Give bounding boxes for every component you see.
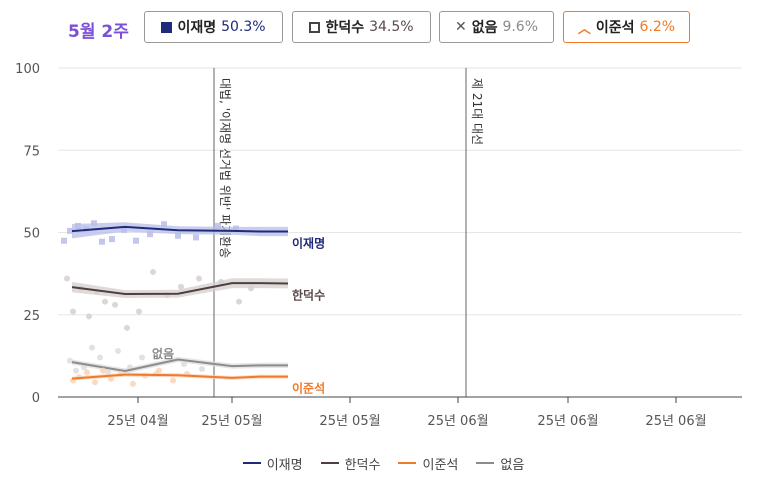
y-tick-label: 100 [15,62,40,77]
poll-point [64,275,70,282]
x-tick-label: 25년 06월 [645,414,706,429]
poll-point [100,367,106,374]
poll-point [109,236,115,243]
chevron-up-icon: ︿ [577,21,591,37]
poll-point [199,366,205,373]
candidate-name: 없음 [471,20,498,36]
poll-point [181,361,187,368]
poll-point [70,308,76,315]
candidate-name: 한덕수 [325,20,365,36]
poll-point [196,275,202,282]
legend-swatch [242,462,261,464]
trend-line [71,282,289,296]
filled-square-icon [161,21,173,33]
y-tick-label: 50 [23,227,40,242]
poll-point [61,237,67,244]
legend-label: 이재명 [266,457,303,473]
poll-point [147,231,153,238]
poll-point [178,283,184,290]
poll-point [67,357,73,364]
candidate-box-lee-jaemyung[interactable]: 이재명 50.3% [144,11,283,43]
x-tick-label: 25년 04월 [107,414,168,429]
candidate-name: 이재명 [177,20,217,36]
chart-header: 5월 2주 이재명 50.3% 한덕수 34.5% ✕ 없음 9.6% ︿ 이준… [0,0,767,56]
poll-point [233,225,239,232]
legend-item-lee-jaemyung[interactable]: 이재명 [242,452,303,474]
poll-point [175,232,181,239]
poll-point [136,308,142,315]
candidate-box-lee-junseok[interactable]: ︿ 이준석 6.2% [563,11,690,43]
poll-point [89,344,95,351]
legend-item-han-deoksu[interactable]: 한덕수 [320,452,381,474]
poll-point [130,380,136,387]
poll-point [218,278,224,285]
poll-point [193,234,199,241]
square-outline-icon [309,21,321,33]
legend-label: 없음 [500,457,525,473]
candidate-pct: 9.6% [502,19,539,35]
candidate-name: 이준석 [595,20,635,36]
legend-label: 한덕수 [344,457,381,473]
poll-point [84,369,90,376]
x-tick-label: 25년 05월 [319,414,380,429]
legend-item-lee-junseok[interactable]: 이준석 [398,452,458,474]
legend-swatch [476,462,495,464]
cross-icon: ✕ [454,19,467,35]
poll-point [161,221,167,228]
legend-item-none[interactable]: 없음 [476,452,524,474]
candidate-box-none[interactable]: ✕ 없음 9.6% [439,11,554,43]
poll-point [133,237,139,244]
poll-point [91,220,97,227]
series-inline-label: 이준석 [292,381,325,396]
poll-point [248,285,254,292]
poll-point [97,354,103,361]
confidence-band [72,356,288,374]
poll-point [81,364,87,371]
x-tick-label: 25년 06월 [427,414,488,429]
poll-point [92,379,98,386]
trend-line [71,225,288,233]
poll-point [215,222,221,229]
week-label: 5월 2주 [68,22,129,42]
poll-point [67,227,73,234]
poll-point [121,226,127,233]
poll-point [73,367,79,374]
poll-point [99,238,105,245]
legend-label: 이준석 [422,457,459,473]
candidate-pct: 6.2% [639,19,676,35]
x-tick-label: 25년 06월 [537,414,598,429]
poll-point [75,222,81,229]
candidate-box-han-deoksu[interactable]: 한덕수 34.5% [292,11,431,43]
legend-swatch [320,462,339,464]
trend-line [71,373,288,380]
poll-point [112,301,118,308]
poll-point [150,268,156,275]
legend-swatch [398,462,417,464]
poll-point [115,347,121,354]
chart-legend: 이재명 한덕수 이준석 없음 [0,452,767,474]
poll-point [139,354,145,361]
poll-point [124,324,130,331]
y-tick-label: 25 [23,309,40,324]
x-tick-label: 25년 05월 [201,414,262,429]
series-inline-label: 없음 [152,346,174,361]
poll-point [156,367,162,374]
y-tick-label: 0 [32,391,40,406]
poll-point [167,351,173,358]
y-tick-label: 75 [23,144,40,159]
poll-point [108,375,114,382]
trend-line [71,358,288,373]
poll-point [102,298,108,305]
series-inline-label: 한덕수 [292,287,325,302]
poll-point [170,377,176,384]
candidate-pct: 34.5% [369,19,414,35]
annotation-label: 제 21대 대선 [470,78,484,145]
poll-point [86,313,92,320]
annotation-label: 대법, '이재명 선거법 위반' 파기환송 [218,78,232,258]
series-inline-label: 이재명 [292,236,325,251]
poll-point [236,298,242,305]
candidate-pct: 50.3% [221,19,266,35]
